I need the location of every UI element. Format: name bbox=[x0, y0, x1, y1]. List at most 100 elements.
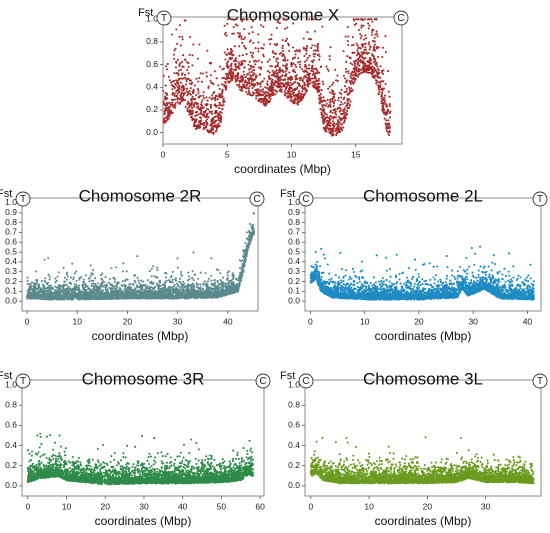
data-point bbox=[169, 81, 173, 84]
data-point bbox=[311, 67, 314, 70]
data-point bbox=[254, 74, 257, 77]
data-point bbox=[337, 121, 340, 124]
data-point bbox=[236, 79, 239, 82]
data-point bbox=[153, 274, 156, 278]
data-point bbox=[387, 131, 390, 134]
data-point bbox=[92, 279, 95, 282]
data-point bbox=[345, 70, 348, 73]
data-point bbox=[225, 53, 228, 56]
data-point bbox=[297, 92, 300, 95]
data-point bbox=[209, 103, 212, 106]
data-point bbox=[131, 292, 134, 295]
data-point bbox=[263, 91, 266, 94]
marker-letter: T bbox=[161, 13, 167, 24]
data-point bbox=[266, 70, 270, 73]
data-point bbox=[360, 43, 363, 46]
data-point bbox=[186, 90, 189, 93]
data-point bbox=[363, 57, 366, 60]
data-point bbox=[262, 88, 265, 91]
data-point bbox=[173, 106, 177, 109]
data-point bbox=[84, 298, 87, 301]
data-point bbox=[245, 73, 249, 76]
data-point bbox=[88, 280, 91, 283]
data-point bbox=[171, 101, 174, 104]
data-point bbox=[178, 35, 181, 38]
data-point bbox=[212, 124, 215, 128]
data-point bbox=[241, 86, 244, 89]
chart-panel: Chomosome X0.00.20.40.60.81.00 5 10 15coord… bbox=[138, 5, 409, 176]
data-point bbox=[318, 82, 321, 85]
data-point bbox=[317, 79, 320, 82]
data-point bbox=[343, 101, 346, 104]
data-point bbox=[261, 99, 264, 102]
data-point bbox=[311, 73, 314, 76]
data-point bbox=[181, 38, 184, 41]
data-point bbox=[295, 49, 298, 52]
data-point bbox=[316, 46, 319, 50]
data-point bbox=[313, 67, 316, 70]
data-point bbox=[227, 76, 230, 79]
data-point bbox=[224, 31, 227, 34]
data-point bbox=[325, 120, 328, 123]
data-point bbox=[370, 66, 373, 69]
data-point bbox=[249, 93, 252, 96]
data-point bbox=[213, 279, 216, 282]
data-point bbox=[371, 54, 374, 57]
data-point bbox=[87, 277, 90, 280]
data-point bbox=[258, 98, 261, 101]
data-point bbox=[266, 80, 269, 83]
data-point bbox=[163, 112, 166, 115]
data-point bbox=[142, 280, 145, 283]
y-tick-label: 0.8 bbox=[146, 36, 158, 46]
data-point bbox=[198, 43, 201, 46]
data-point bbox=[250, 70, 253, 73]
data-point bbox=[375, 46, 378, 49]
data-point bbox=[366, 60, 369, 63]
data-point bbox=[382, 69, 385, 72]
data-point bbox=[192, 278, 195, 282]
data-point bbox=[229, 67, 232, 71]
data-point bbox=[338, 91, 341, 94]
data-point bbox=[167, 111, 170, 114]
data-point bbox=[333, 92, 336, 95]
data-point bbox=[209, 74, 212, 77]
data-point bbox=[274, 79, 277, 82]
data-point bbox=[377, 67, 380, 70]
data-point bbox=[243, 66, 246, 69]
data-point bbox=[358, 59, 361, 62]
data-point bbox=[375, 82, 378, 85]
data-point bbox=[284, 78, 287, 82]
data-point bbox=[283, 55, 286, 58]
data-point bbox=[254, 47, 257, 50]
x-axis-label: coordinates (Mbp) bbox=[234, 162, 331, 176]
data-point bbox=[346, 98, 349, 101]
data-point bbox=[282, 78, 285, 82]
data-point bbox=[163, 103, 166, 106]
data-point bbox=[268, 93, 271, 96]
data-point bbox=[187, 286, 190, 289]
data-point bbox=[344, 85, 347, 88]
data-point bbox=[373, 43, 376, 46]
data-point bbox=[125, 270, 128, 273]
data-point bbox=[199, 271, 202, 274]
data-point bbox=[252, 91, 255, 94]
data-point bbox=[259, 68, 262, 71]
data-point bbox=[327, 105, 330, 108]
data-point bbox=[168, 114, 171, 117]
data-point bbox=[205, 113, 209, 116]
data-point bbox=[104, 276, 107, 279]
data-point bbox=[89, 264, 92, 267]
data-point bbox=[252, 212, 255, 215]
data-point bbox=[189, 79, 192, 82]
data-point bbox=[243, 28, 246, 31]
data-point bbox=[282, 64, 285, 67]
data-point bbox=[327, 69, 330, 72]
data-point bbox=[199, 123, 202, 126]
data-point bbox=[308, 64, 311, 67]
data-point bbox=[92, 269, 95, 272]
data-point bbox=[266, 60, 269, 63]
data-point bbox=[218, 125, 221, 128]
data-point bbox=[369, 45, 372, 48]
data-point bbox=[247, 89, 251, 92]
data-point bbox=[342, 74, 345, 77]
